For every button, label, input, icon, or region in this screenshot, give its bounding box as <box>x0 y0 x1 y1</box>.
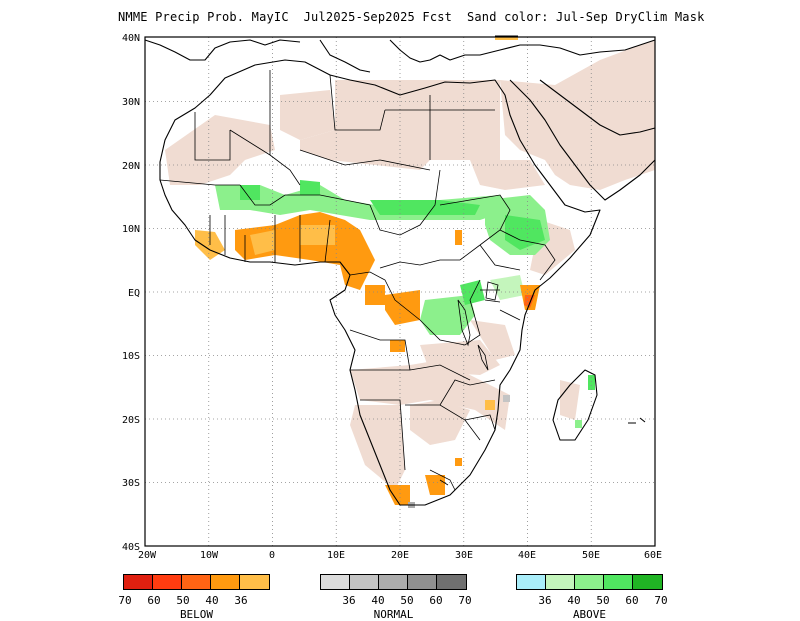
legend-below-label: BELOW <box>179 608 214 621</box>
lon-label-0: 0 <box>269 550 275 561</box>
legend-normal-number: 36 <box>342 594 356 607</box>
legend-normal-colorbar <box>320 574 467 590</box>
legend-below-number: 70 <box>118 594 132 607</box>
madagascar-coastline <box>552 369 598 441</box>
legend-below-number: 40 <box>205 594 219 607</box>
legend-below-number: 36 <box>234 594 248 607</box>
lat-label-40n: 40N <box>122 33 140 44</box>
africa-coastline <box>159 59 601 506</box>
latitude-labels: 40N 30N 20N 10N EQ 10S 20S 30S 40S <box>122 33 140 553</box>
legend-normal-number: 60 <box>429 594 443 607</box>
legend-normal-swatch-70 <box>437 575 466 589</box>
legend-normal-swatch-60 <box>408 575 437 589</box>
lon-label-60e: 60E <box>644 550 662 561</box>
legend-below-swatch-60 <box>153 575 182 589</box>
lon-label-20e: 20E <box>391 550 409 561</box>
legend-above-number: 60 <box>625 594 639 607</box>
lon-label-40e: 40E <box>518 550 536 561</box>
legend-above-swatch-40 <box>546 575 575 589</box>
legend-below-number: 50 <box>176 594 190 607</box>
map-title: NMME Precip Prob. MayIC Jul2025-Sep2025 … <box>118 10 705 24</box>
dry-climatology-mask <box>165 40 655 490</box>
country-borders <box>159 70 556 491</box>
legend-below-swatch-40 <box>211 575 240 589</box>
lon-label-10e: 10E <box>327 550 345 561</box>
lat-label-eq: EQ <box>128 288 140 299</box>
legend-above-swatch-36 <box>517 575 546 589</box>
lat-label-40s: 40S <box>122 542 140 553</box>
legend-below-swatch-50 <box>182 575 211 589</box>
lon-label-50e: 50E <box>582 550 600 561</box>
legend-normal: 36 40 50 60 70 NORMAL <box>320 574 472 621</box>
legend-below-colorbar <box>123 574 270 590</box>
lat-label-10s: 10S <box>122 351 140 362</box>
legend-above-number: 50 <box>596 594 610 607</box>
graticule <box>145 37 655 546</box>
legend-above-swatch-50 <box>575 575 604 589</box>
lon-label-30e: 30E <box>455 550 473 561</box>
legend-below-swatch-36 <box>240 575 269 589</box>
europe-coastline <box>144 39 301 61</box>
legend-normal-swatch-50 <box>379 575 408 589</box>
lat-label-30n: 30N <box>122 97 140 108</box>
legend-below-number: 60 <box>147 594 161 607</box>
legend-above-number: 36 <box>538 594 552 607</box>
legend-normal-number: 40 <box>371 594 385 607</box>
legend-above-label: ABOVE <box>572 608 607 621</box>
coastlines <box>144 35 656 506</box>
legend-above-swatch-70 <box>633 575 662 589</box>
lat-label-20n: 20N <box>122 161 140 172</box>
legend-above-number: 40 <box>567 594 581 607</box>
lat-label-30s: 30S <box>122 478 140 489</box>
lon-label-20w: 20W <box>138 550 157 561</box>
lat-label-10n: 10N <box>122 224 140 235</box>
map-frame <box>144 36 656 547</box>
legend-normal-number: 50 <box>400 594 414 607</box>
lat-label-20s: 20S <box>122 415 140 426</box>
arabia-coastline <box>509 79 656 201</box>
lon-label-10w: 10W <box>200 550 219 561</box>
longitude-labels: 20W 10W 0 10E 20E 30E 40E 50E 60E <box>138 550 662 561</box>
legend-normal-label: NORMAL <box>373 608 414 621</box>
below-normal-areas <box>195 36 540 505</box>
legend-below: 70 60 50 40 36 BELOW <box>118 574 270 621</box>
legend-normal-number: 70 <box>458 594 472 607</box>
legend-above-number: 70 <box>654 594 668 607</box>
legend-normal-swatch-40 <box>350 575 379 589</box>
legend-above-swatch-60 <box>604 575 633 589</box>
legend-normal-swatch-36 <box>321 575 350 589</box>
legend-below-swatch-70 <box>124 575 153 589</box>
legend-above: 36 40 50 60 70 ABOVE <box>516 574 668 621</box>
legend-above-colorbar <box>516 574 663 590</box>
